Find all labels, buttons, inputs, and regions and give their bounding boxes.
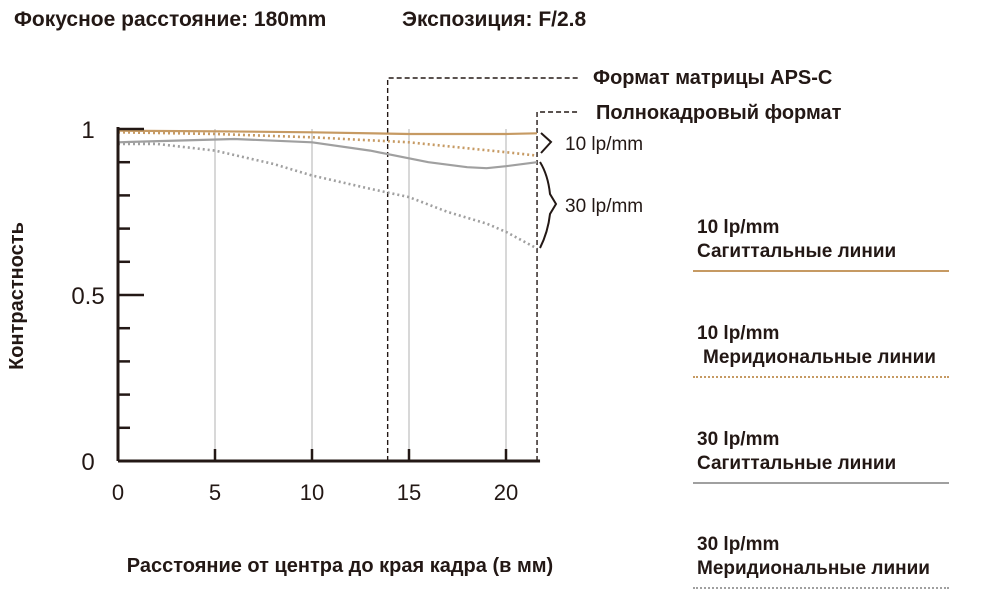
chart-labels: Формат матрицы APS-C Полнокадровый форма… bbox=[6, 67, 842, 577]
full-frame-label: Полнокадровый формат bbox=[596, 102, 842, 124]
series-line-2 bbox=[117, 131, 538, 157]
x-tick-label-20: 20 bbox=[494, 480, 518, 505]
x-tick-label-10: 10 bbox=[300, 480, 324, 505]
legend-label-2-type: Меридиональные линии bbox=[703, 347, 936, 368]
series-lines bbox=[117, 129, 538, 250]
grid bbox=[214, 129, 507, 461]
legend-label-4-freq: 30 lp/mm bbox=[697, 534, 780, 555]
y-tick-label-1: 0.5 bbox=[71, 283, 104, 310]
legend-label-1-freq: 10 lp/mm bbox=[697, 217, 780, 238]
aps-c-label: Формат матрицы APS-C bbox=[593, 67, 832, 89]
exposure-label: Экспозиция: F/2.8 bbox=[402, 8, 587, 31]
legend-label-2-freq: 10 lp/mm bbox=[697, 323, 780, 344]
legend-swatch-2 bbox=[693, 376, 949, 378]
series-line-1 bbox=[117, 129, 538, 136]
legend-label-1-type: Сагиттальные линии bbox=[697, 241, 897, 262]
y-tick-label-2: 1 bbox=[81, 117, 94, 144]
x-tick-label-0: 0 bbox=[112, 480, 124, 505]
series-line-4 bbox=[118, 142, 538, 250]
x-tick-label-15: 15 bbox=[397, 480, 421, 505]
legend-swatch-3 bbox=[693, 482, 949, 484]
y-tick-label-0: 0 bbox=[81, 449, 94, 476]
legend-label-3-type: Сагиттальные линии bbox=[697, 453, 897, 474]
legend-swatch-1 bbox=[693, 270, 949, 272]
series-line-3 bbox=[117, 137, 538, 170]
legend-label-3-freq: 30 lp/mm bbox=[697, 429, 780, 450]
axes: 0 5 10 15 20 0 0.5 1 bbox=[71, 117, 541, 505]
bracket-10lp bbox=[540, 132, 553, 154]
y-axis-label: Контрастность bbox=[6, 222, 28, 370]
frame-markers bbox=[386, 77, 578, 461]
focal-length-label: Фокусное расстояние: 180mm bbox=[14, 8, 327, 31]
aps-c-boundary bbox=[386, 77, 578, 461]
bracket-30lp bbox=[539, 161, 558, 249]
legend-swatch-4 bbox=[693, 587, 949, 589]
full-frame-boundary bbox=[536, 111, 578, 461]
x-axis-label: Расстояние от центра до края кадра (в мм… bbox=[127, 555, 553, 577]
x-tick-label-5: 5 bbox=[209, 480, 221, 505]
group-label-10lp: 10 lp/mm bbox=[565, 134, 643, 155]
legend-label-4-type: Меридиональные линии bbox=[697, 558, 930, 579]
group-label-30lp: 30 lp/mm bbox=[565, 196, 643, 217]
